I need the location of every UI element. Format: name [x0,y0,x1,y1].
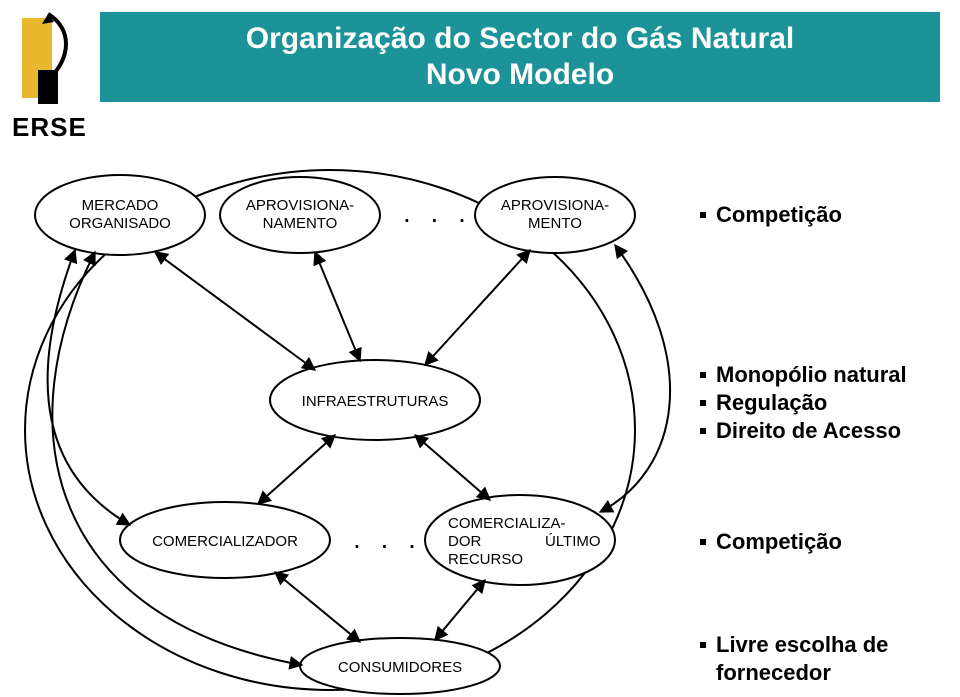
diagram-canvas: MERCADO ORGANISADO APROVISIONA- NAMENTO … [0,0,960,697]
bullets-livre: Livre escolha de fornecedor [700,630,888,688]
node-infra: INFRAESTRUTURAS [270,360,480,440]
ellipsis-mid: . . . [353,523,422,554]
node-aprov1: APROVISIONA- NAMENTO [220,177,380,253]
svg-text:COMERCIALIZADOR: COMERCIALIZADOR [152,533,298,550]
ellipsis-top: . . . [403,197,472,228]
bullets-competition-top: Competição [700,200,842,230]
svg-text:DOR: DOR [448,533,482,550]
node-consumidores: CONSUMIDORES [300,638,500,694]
bullet-text: Competição [716,529,842,554]
svg-text:COMERCIALIZA-: COMERCIALIZA- [448,515,566,532]
svg-text:MENTO: MENTO [528,215,582,232]
bullet-text: Livre escolha de [716,632,888,657]
svg-text:APROVISIONA-: APROVISIONA- [501,197,609,214]
bullet-text: Regulação [716,390,827,415]
node-aprov2: APROVISIONA- MENTO [475,177,635,253]
bullet-text: Competição [716,202,842,227]
svg-text:ORGANISADO: ORGANISADO [69,215,171,232]
node-comercializador-ultimo: COMERCIALIZA- DOR ÚLTIMO RECURSO [425,495,615,585]
node-mercado: MERCADO ORGANISADO [35,175,205,255]
svg-text:APROVISIONA-: APROVISIONA- [246,197,354,214]
bullet-text: fornecedor [716,660,831,685]
edges [48,245,671,665]
bullets-infra: Monopólio natural Regulação Direito de A… [700,360,907,446]
svg-text:INFRAESTRUTURAS: INFRAESTRUTURAS [302,393,449,410]
node-comercializador: COMERCIALIZADOR [120,502,330,578]
bullets-competition-mid: Competição [700,527,842,557]
svg-text:CONSUMIDORES: CONSUMIDORES [338,659,462,676]
bullet-text: Direito de Acesso [716,418,901,443]
svg-text:RECURSO: RECURSO [448,551,523,568]
bullet-text: Monopólio natural [716,362,907,387]
svg-text:NAMENTO: NAMENTO [263,215,338,232]
svg-text:ÚLTIMO: ÚLTIMO [545,533,601,550]
svg-text:MERCADO: MERCADO [82,197,159,214]
